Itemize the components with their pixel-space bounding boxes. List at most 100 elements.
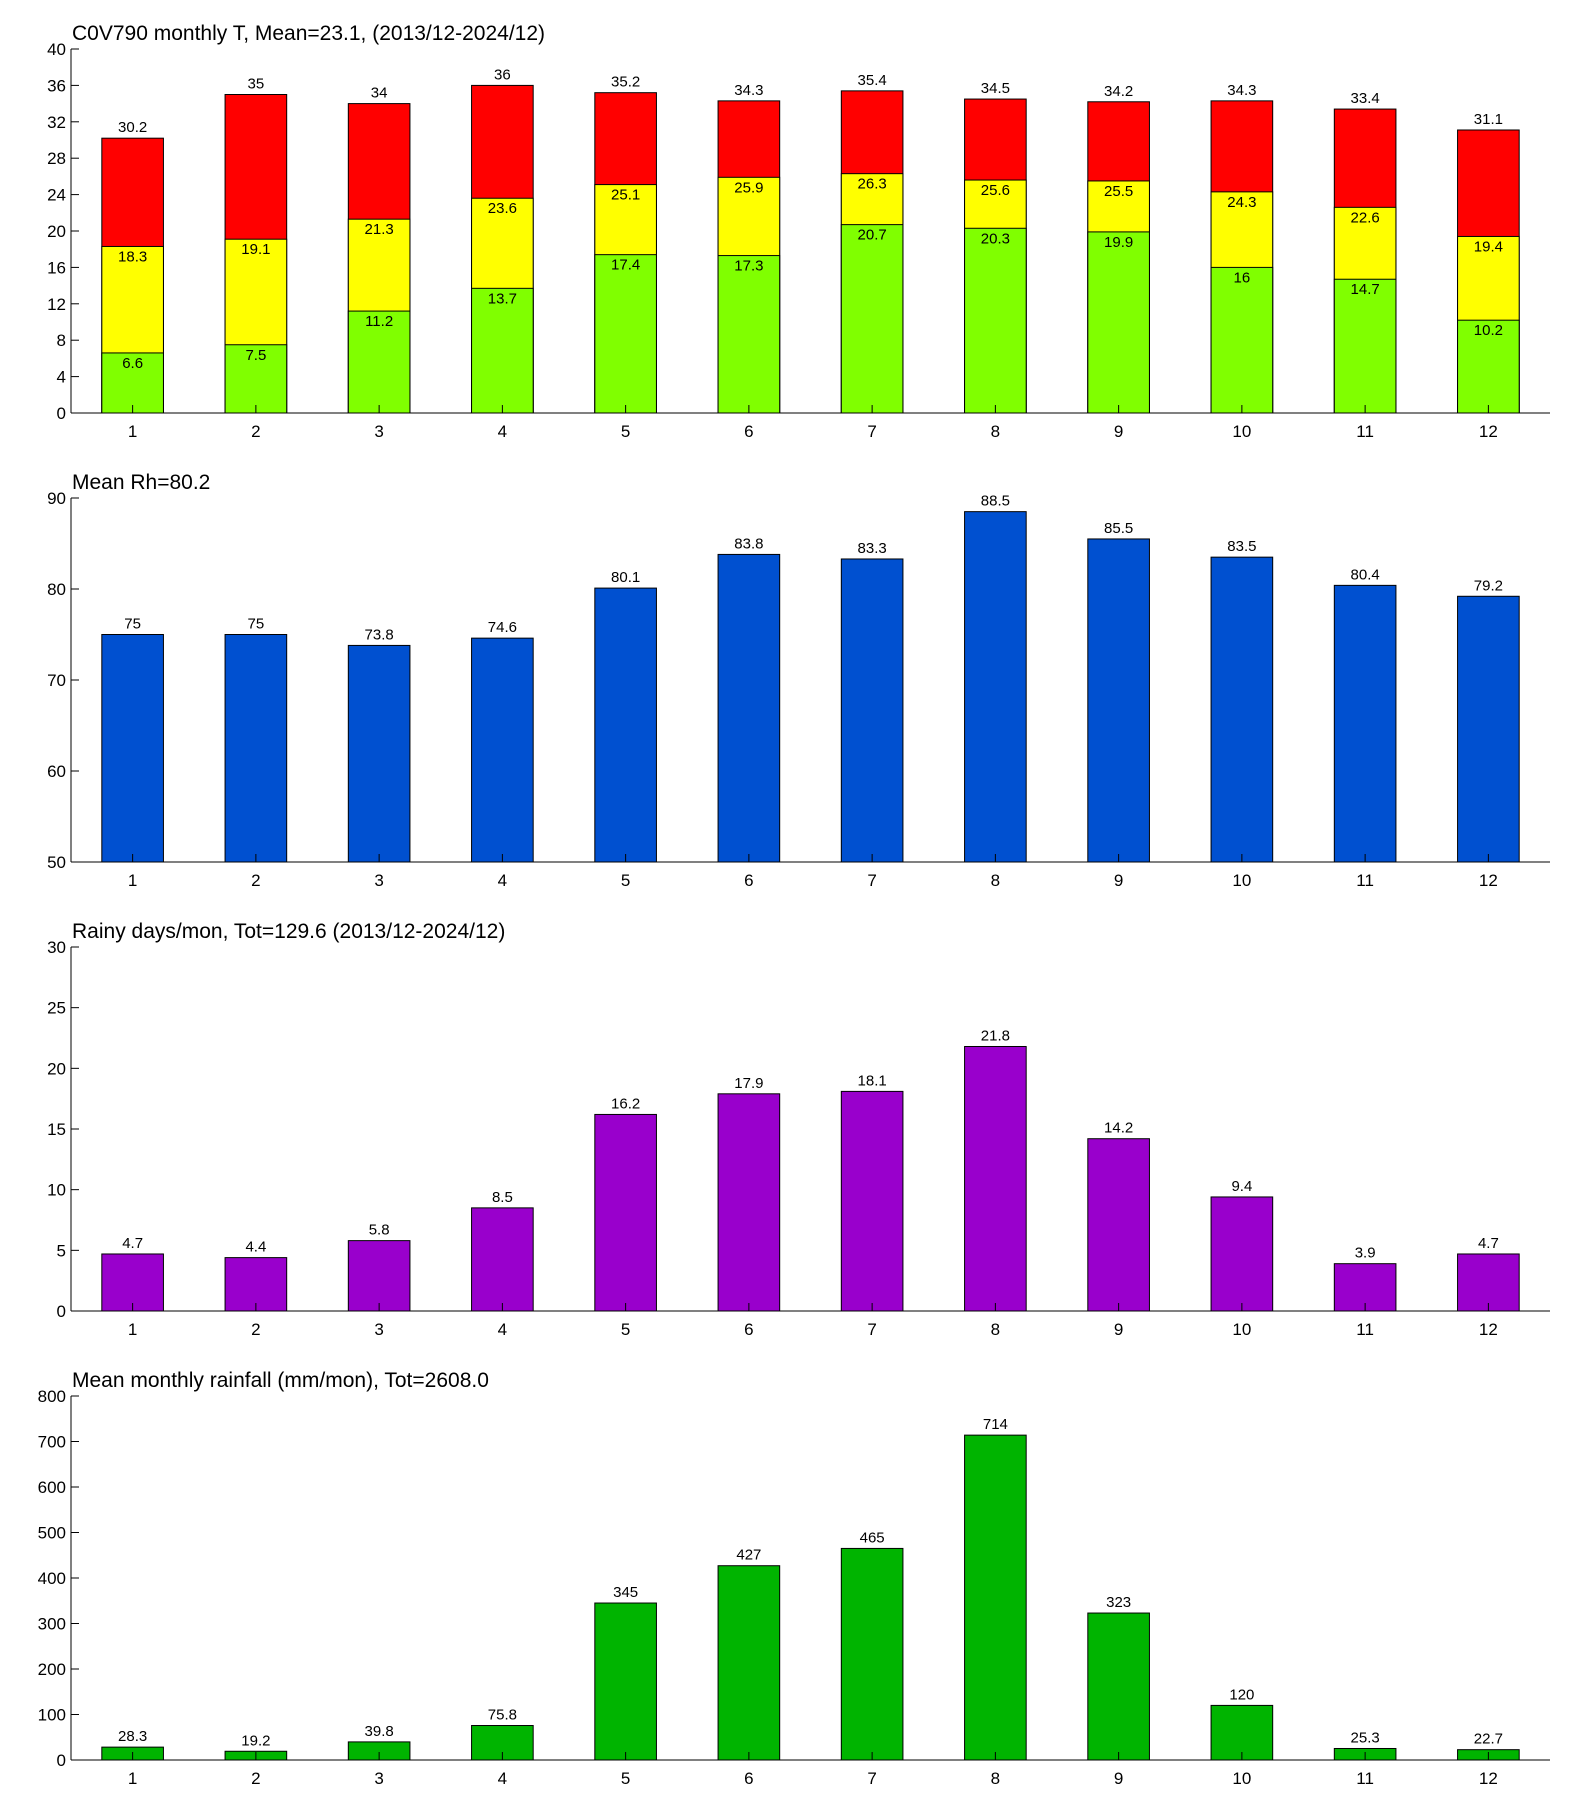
value-label: 22.7 — [1474, 1731, 1503, 1748]
x-tick-label: 7 — [867, 1769, 876, 1788]
y-tick-label: 700 — [38, 1433, 66, 1452]
bar — [224, 1257, 288, 1312]
x-tick-label: 11 — [1356, 1320, 1374, 1339]
bar — [101, 1253, 164, 1312]
value-label: 3.9 — [1355, 1245, 1376, 1262]
y-tick-label: 25 — [47, 999, 66, 1018]
y-tick-label: 24 — [47, 186, 66, 205]
bar — [964, 227, 1027, 414]
bar — [594, 1602, 657, 1761]
value-label: 83.5 — [1227, 538, 1256, 555]
value-label: 35.4 — [858, 72, 887, 89]
bar — [471, 637, 534, 863]
bar — [1210, 1196, 1274, 1312]
y-tick-label: 50 — [47, 853, 66, 872]
value-label: 75 — [124, 616, 141, 633]
y-tick-label: 5 — [57, 1241, 66, 1260]
value-label: 14.2 — [1104, 1120, 1133, 1137]
value-label: 5.8 — [369, 1222, 390, 1239]
x-tick-label: 6 — [744, 871, 753, 890]
x-tick-label: 6 — [744, 1320, 753, 1339]
x-tick-label: 3 — [374, 1320, 383, 1339]
x-tick-label: 5 — [621, 422, 630, 441]
x-tick-label: 2 — [251, 422, 260, 441]
value-label: 14.7 — [1351, 281, 1380, 298]
y-tick-label: 20 — [47, 222, 66, 241]
y-tick-label: 70 — [47, 671, 66, 690]
bar — [840, 558, 904, 863]
value-label: 23.6 — [488, 200, 517, 217]
value-label: 75 — [248, 616, 265, 633]
x-tick-label: 9 — [1114, 1769, 1123, 1788]
value-label: 35 — [248, 76, 265, 93]
value-label: 31.1 — [1474, 111, 1503, 128]
value-label: 19.9 — [1104, 234, 1133, 251]
y-tick-label: 90 — [47, 489, 66, 508]
value-label: 33.4 — [1351, 90, 1380, 107]
value-label: 73.8 — [365, 626, 394, 643]
bar — [1210, 556, 1274, 863]
bar — [1210, 1704, 1274, 1761]
chart-title: Rainy days/mon, Tot=129.6 (2013/12-2024/… — [72, 920, 505, 943]
x-tick-label: 11 — [1356, 1769, 1374, 1788]
bar — [840, 224, 904, 414]
bar — [964, 1434, 1027, 1761]
bar — [1457, 595, 1520, 863]
bar — [347, 1240, 411, 1312]
y-tick-label: 0 — [57, 1302, 66, 1321]
x-tick-label: 3 — [374, 422, 383, 441]
value-label: 4.4 — [245, 1239, 266, 1256]
value-label: 4.7 — [1478, 1235, 1499, 1252]
value-label: 83.3 — [858, 540, 887, 557]
x-tick-label: 2 — [251, 871, 260, 890]
x-tick-label: 5 — [621, 1769, 630, 1788]
value-label: 25.1 — [611, 187, 640, 204]
value-label: 19.4 — [1474, 238, 1503, 255]
value-label: 11.2 — [365, 313, 393, 330]
y-tick-label: 16 — [47, 258, 66, 277]
bar — [224, 634, 288, 863]
x-tick-label: 12 — [1479, 422, 1498, 441]
x-tick-label: 8 — [991, 871, 1000, 890]
value-label: 80.1 — [611, 569, 640, 586]
bar — [347, 644, 411, 863]
value-label: 9.4 — [1231, 1178, 1252, 1195]
y-tick-label: 36 — [47, 76, 66, 95]
value-label: 34.2 — [1104, 83, 1133, 100]
x-tick-label: 2 — [251, 1769, 260, 1788]
value-label: 323 — [1106, 1594, 1131, 1611]
bar — [101, 634, 164, 863]
bar — [471, 1207, 534, 1312]
value-label: 17.4 — [611, 257, 640, 274]
value-label: 4.7 — [122, 1235, 143, 1252]
value-label: 88.5 — [981, 493, 1010, 510]
x-tick-label: 6 — [744, 1769, 753, 1788]
bar — [1087, 231, 1150, 414]
value-label: 10.2 — [1474, 322, 1503, 339]
x-tick-label: 10 — [1232, 1769, 1251, 1788]
value-label: 36 — [494, 66, 511, 83]
value-label: 25.9 — [734, 179, 763, 196]
bar — [594, 254, 657, 414]
x-tick-label: 12 — [1479, 1320, 1498, 1339]
value-label: 345 — [613, 1584, 638, 1601]
y-tick-label: 300 — [38, 1615, 66, 1634]
value-label: 34.3 — [734, 82, 763, 99]
x-tick-label: 10 — [1232, 871, 1251, 890]
y-tick-label: 40 — [47, 40, 66, 59]
value-label: 83.8 — [734, 535, 763, 552]
value-label: 19.1 — [241, 241, 270, 258]
value-label: 16.2 — [611, 1095, 640, 1112]
bar — [964, 511, 1027, 863]
bar — [594, 587, 657, 863]
y-tick-label: 30 — [47, 938, 66, 957]
y-tick-label: 0 — [57, 1751, 66, 1770]
value-label: 22.6 — [1351, 209, 1380, 226]
value-label: 18.1 — [858, 1072, 887, 1089]
x-tick-label: 8 — [991, 1769, 1000, 1788]
bar — [717, 553, 781, 863]
value-label: 427 — [736, 1547, 761, 1564]
y-tick-label: 600 — [38, 1478, 66, 1497]
value-label: 79.2 — [1474, 577, 1503, 594]
